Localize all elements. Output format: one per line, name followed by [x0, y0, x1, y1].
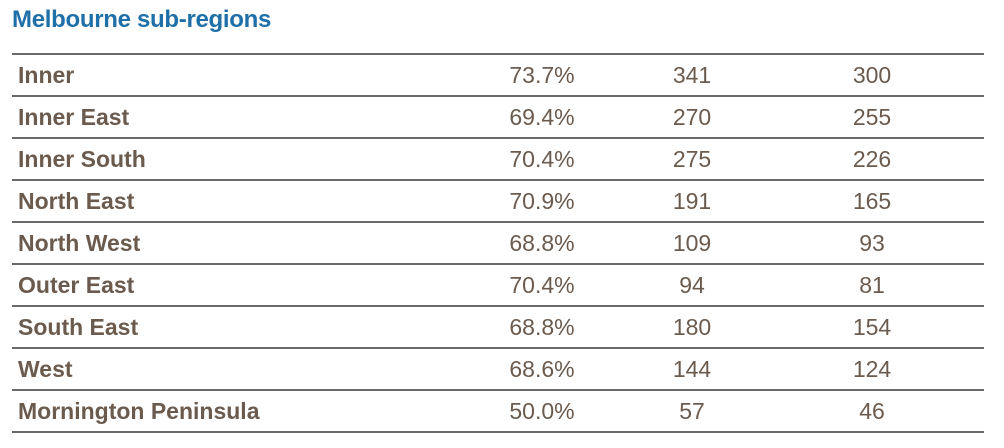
percentage-value: 70.4% — [509, 146, 575, 172]
table-row: North West 68.8% 109 93 — [12, 223, 984, 265]
percentage-value: 68.8% — [509, 230, 575, 256]
count-value-1: 270 — [672, 104, 712, 130]
table-row: Mornington Peninsula 50.0% 57 46 — [12, 391, 984, 433]
count-value-2: 165 — [852, 188, 892, 214]
count-value-2: 93 — [859, 230, 885, 256]
table-row: South East 68.8% 180 154 — [12, 307, 984, 349]
region-name: West — [18, 356, 73, 382]
count-value-2: 226 — [852, 146, 892, 172]
count-value-1: 191 — [672, 188, 712, 214]
count-value-2: 124 — [852, 356, 892, 382]
table-row: West 68.6% 144 124 — [12, 349, 984, 391]
percentage-value: 68.8% — [509, 314, 575, 340]
count-value-1: 180 — [672, 314, 712, 340]
count-value-2: 46 — [859, 398, 885, 424]
region-name: Mornington Peninsula — [18, 398, 260, 424]
table-row: Inner 73.7% 341 300 — [12, 55, 984, 97]
region-name: Inner South — [18, 146, 146, 172]
table-row: Inner South 70.4% 275 226 — [12, 139, 984, 181]
count-value-2: 300 — [852, 62, 892, 88]
percentage-value: 68.6% — [509, 356, 575, 382]
region-name: South East — [18, 314, 139, 340]
table-row: Inner East 69.4% 270 255 — [12, 97, 984, 139]
table-row: North East 70.9% 191 165 — [12, 181, 984, 223]
percentage-value: 70.4% — [509, 272, 575, 298]
count-value-2: 154 — [852, 314, 892, 340]
percentage-value: 50.0% — [509, 398, 575, 424]
region-name: Inner East — [18, 104, 130, 130]
percentage-value: 69.4% — [509, 104, 575, 130]
count-value-1: 341 — [672, 62, 712, 88]
count-value-2: 81 — [859, 272, 885, 298]
count-value-1: 275 — [672, 146, 712, 172]
regions-table: Inner 73.7% 341 300 Inner East 69.4% 270… — [12, 53, 984, 433]
region-name: Outer East — [18, 272, 135, 298]
count-value-1: 144 — [672, 356, 712, 382]
region-name: Inner — [18, 62, 75, 88]
table-row: Outer East 70.4% 94 81 — [12, 265, 984, 307]
region-name: North East — [18, 188, 135, 214]
region-name: North West — [18, 230, 141, 256]
percentage-value: 70.9% — [509, 188, 575, 214]
count-value-1: 94 — [679, 272, 705, 298]
count-value-2: 255 — [852, 104, 892, 130]
count-value-1: 109 — [672, 230, 712, 256]
section-title: Melbourne sub-regions — [12, 6, 272, 33]
percentage-value: 73.7% — [509, 62, 575, 88]
count-value-1: 57 — [679, 398, 705, 424]
